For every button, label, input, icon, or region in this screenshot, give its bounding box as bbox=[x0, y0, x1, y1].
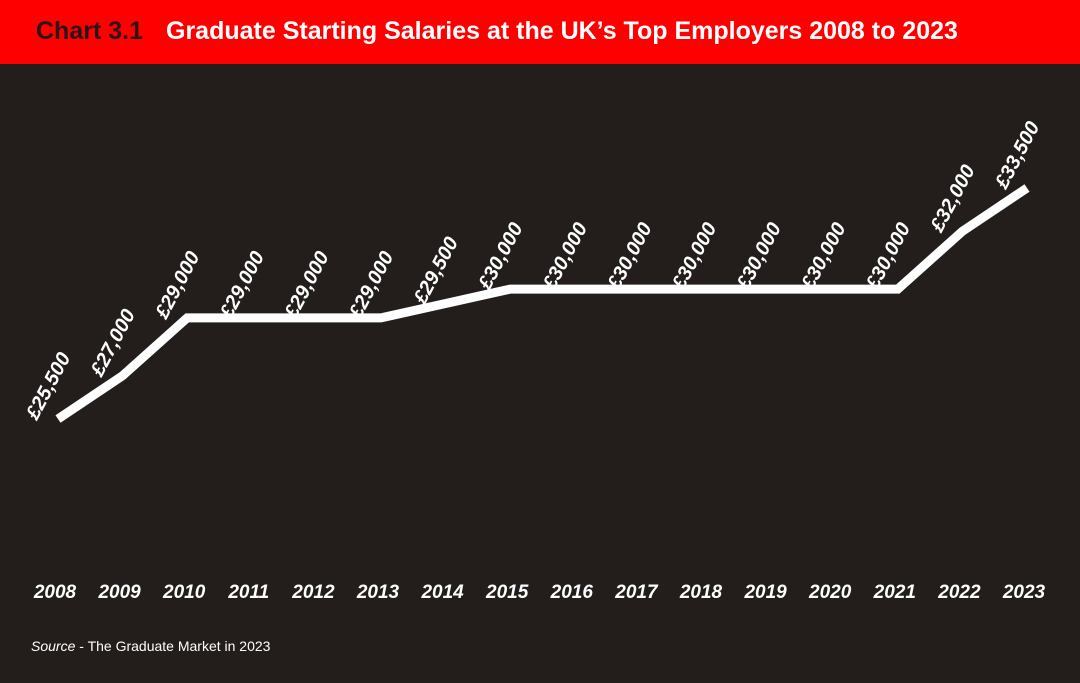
x-tick-2016: 2016 bbox=[550, 582, 594, 603]
value-label-2010: £29,000 bbox=[151, 248, 205, 323]
x-tick-2009: 2009 bbox=[97, 582, 141, 603]
value-label-2015: £30,000 bbox=[474, 219, 528, 294]
value-label-2016: £30,000 bbox=[538, 219, 592, 294]
value-label-2023: £33,500 bbox=[991, 118, 1045, 193]
x-tick-2015: 2015 bbox=[485, 582, 529, 603]
x-tick-2023: 2023 bbox=[1002, 582, 1046, 603]
value-label-2020: £30,000 bbox=[797, 219, 851, 294]
source-text: The Graduate Market in 2023 bbox=[87, 638, 271, 654]
x-tick-2013: 2013 bbox=[356, 582, 400, 603]
value-label-2018: £30,000 bbox=[668, 219, 722, 294]
value-label-2011: £29,000 bbox=[215, 248, 269, 323]
chart-header: Chart 3.1 Graduate Starting Salaries at … bbox=[0, 0, 1080, 64]
value-label-2012: £29,000 bbox=[280, 248, 334, 323]
chart-title: Graduate Starting Salaries at the UK’s T… bbox=[166, 17, 958, 45]
value-label-2019: £30,000 bbox=[732, 219, 786, 294]
x-tick-2018: 2018 bbox=[679, 582, 723, 603]
x-tick-2019: 2019 bbox=[743, 582, 787, 603]
x-tick-2021: 2021 bbox=[873, 582, 916, 603]
x-tick-2017: 2017 bbox=[614, 582, 659, 603]
x-tick-2008: 2008 bbox=[33, 582, 77, 603]
source-label: Source bbox=[31, 638, 76, 654]
salary-line bbox=[55, 184, 1030, 423]
x-tick-2012: 2012 bbox=[291, 582, 335, 603]
x-tick-2011: 2011 bbox=[227, 582, 269, 603]
x-tick-2010: 2010 bbox=[162, 582, 206, 603]
chart-number: Chart 3.1 bbox=[36, 17, 143, 45]
x-tick-2022: 2022 bbox=[937, 582, 981, 603]
value-label-2017: £30,000 bbox=[603, 219, 657, 294]
x-tick-2020: 2020 bbox=[808, 582, 852, 603]
x-tick-2014: 2014 bbox=[420, 582, 464, 603]
source-note: Source - The Graduate Market in 2023 bbox=[31, 638, 270, 654]
source-separator: - bbox=[75, 638, 88, 654]
